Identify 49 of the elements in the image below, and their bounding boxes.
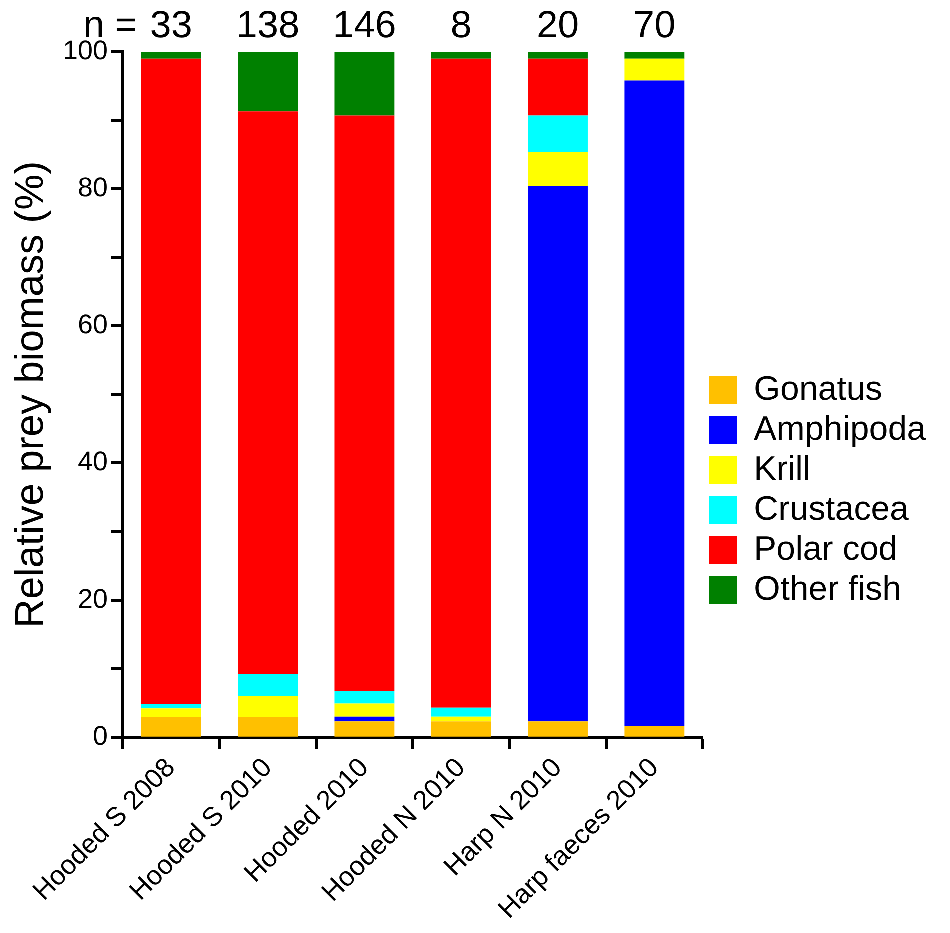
bar <box>334 704 395 717</box>
y-axis-title: Relative prey biomass (%) <box>8 161 52 628</box>
bar <box>528 722 588 737</box>
bar <box>431 722 492 737</box>
bar <box>528 116 588 152</box>
bar <box>528 52 588 59</box>
annotation: 8 <box>450 4 472 46</box>
legend-label: Polar cod <box>754 530 898 568</box>
legend-label: Crustacea <box>754 490 910 528</box>
bar <box>431 58 492 708</box>
bar <box>238 674 298 696</box>
bar <box>334 52 395 116</box>
legend-label: Other fish <box>754 570 902 608</box>
y-tick-label: 0 <box>93 720 108 751</box>
annotation: 146 <box>332 4 396 46</box>
y-tick-label: 60 <box>78 310 108 340</box>
bar <box>528 186 588 722</box>
bar <box>431 52 492 59</box>
bar <box>141 52 202 59</box>
annotation: 20 <box>536 4 580 46</box>
legend-label: Gonatus <box>754 370 883 408</box>
annotation: 33 <box>150 4 193 46</box>
bar <box>141 708 202 718</box>
bar <box>624 80 685 726</box>
y-tick-label: 40 <box>78 446 108 477</box>
bar <box>238 696 298 718</box>
bar <box>238 718 298 737</box>
bar <box>334 716 395 722</box>
bar <box>141 704 202 709</box>
bar <box>334 722 395 737</box>
bar <box>624 58 685 81</box>
bar <box>431 716 492 722</box>
y-tick-label: 20 <box>78 584 108 614</box>
bar <box>238 112 298 674</box>
legend-label: Krill <box>754 450 811 488</box>
bar <box>141 58 202 704</box>
bar <box>238 52 298 112</box>
bar <box>624 52 685 59</box>
bar <box>528 58 588 116</box>
y-tick-label: 80 <box>78 172 108 203</box>
legend-label: Amphipoda <box>754 410 926 448</box>
bar <box>334 691 395 704</box>
bar <box>528 152 588 186</box>
annotation: 138 <box>236 4 300 46</box>
bar <box>141 718 202 737</box>
bar <box>334 116 395 692</box>
bar <box>431 708 492 717</box>
annotation: 70 <box>634 4 676 46</box>
bar <box>624 726 685 737</box>
